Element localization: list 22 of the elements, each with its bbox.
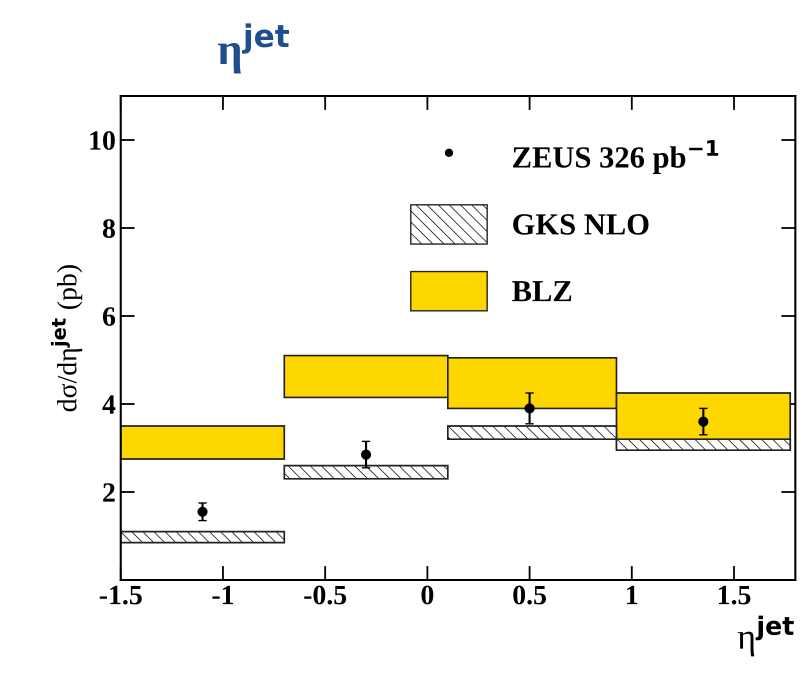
legend-label: GKS NLO <box>513 214 649 235</box>
y-tick-label: 2 <box>103 483 115 502</box>
x-tick-label: 1.5 <box>718 586 750 605</box>
point <box>360 450 372 460</box>
y-tick-label: 8 <box>102 219 115 238</box>
x-tick-label: 0.5 <box>513 586 546 605</box>
point <box>197 506 208 517</box>
x-tick-label: -1 <box>212 586 234 604</box>
y-tick-label: 6 <box>102 307 116 326</box>
chart-title: η$^{jet}$ <box>218 23 289 74</box>
x-tick-label: -0.5 <box>304 586 346 605</box>
y-tick-label: 4 <box>102 395 116 414</box>
x-tick-label: 0 <box>421 586 434 604</box>
legend-label: ZEUS 326 pb$^{−1}$ <box>513 140 718 174</box>
y-tick-label: 10 <box>90 131 115 150</box>
point <box>698 416 708 427</box>
point <box>524 403 535 414</box>
x-tick-label: -1.5 <box>100 586 142 605</box>
x-tick-label: 1 <box>627 586 638 604</box>
x-axis-title: η$^{jet}$ <box>738 616 794 656</box>
y-axis-title: dσ/dη$^{jet}$ (pb) <box>50 265 82 412</box>
legend-label: BLZ <box>512 281 572 302</box>
